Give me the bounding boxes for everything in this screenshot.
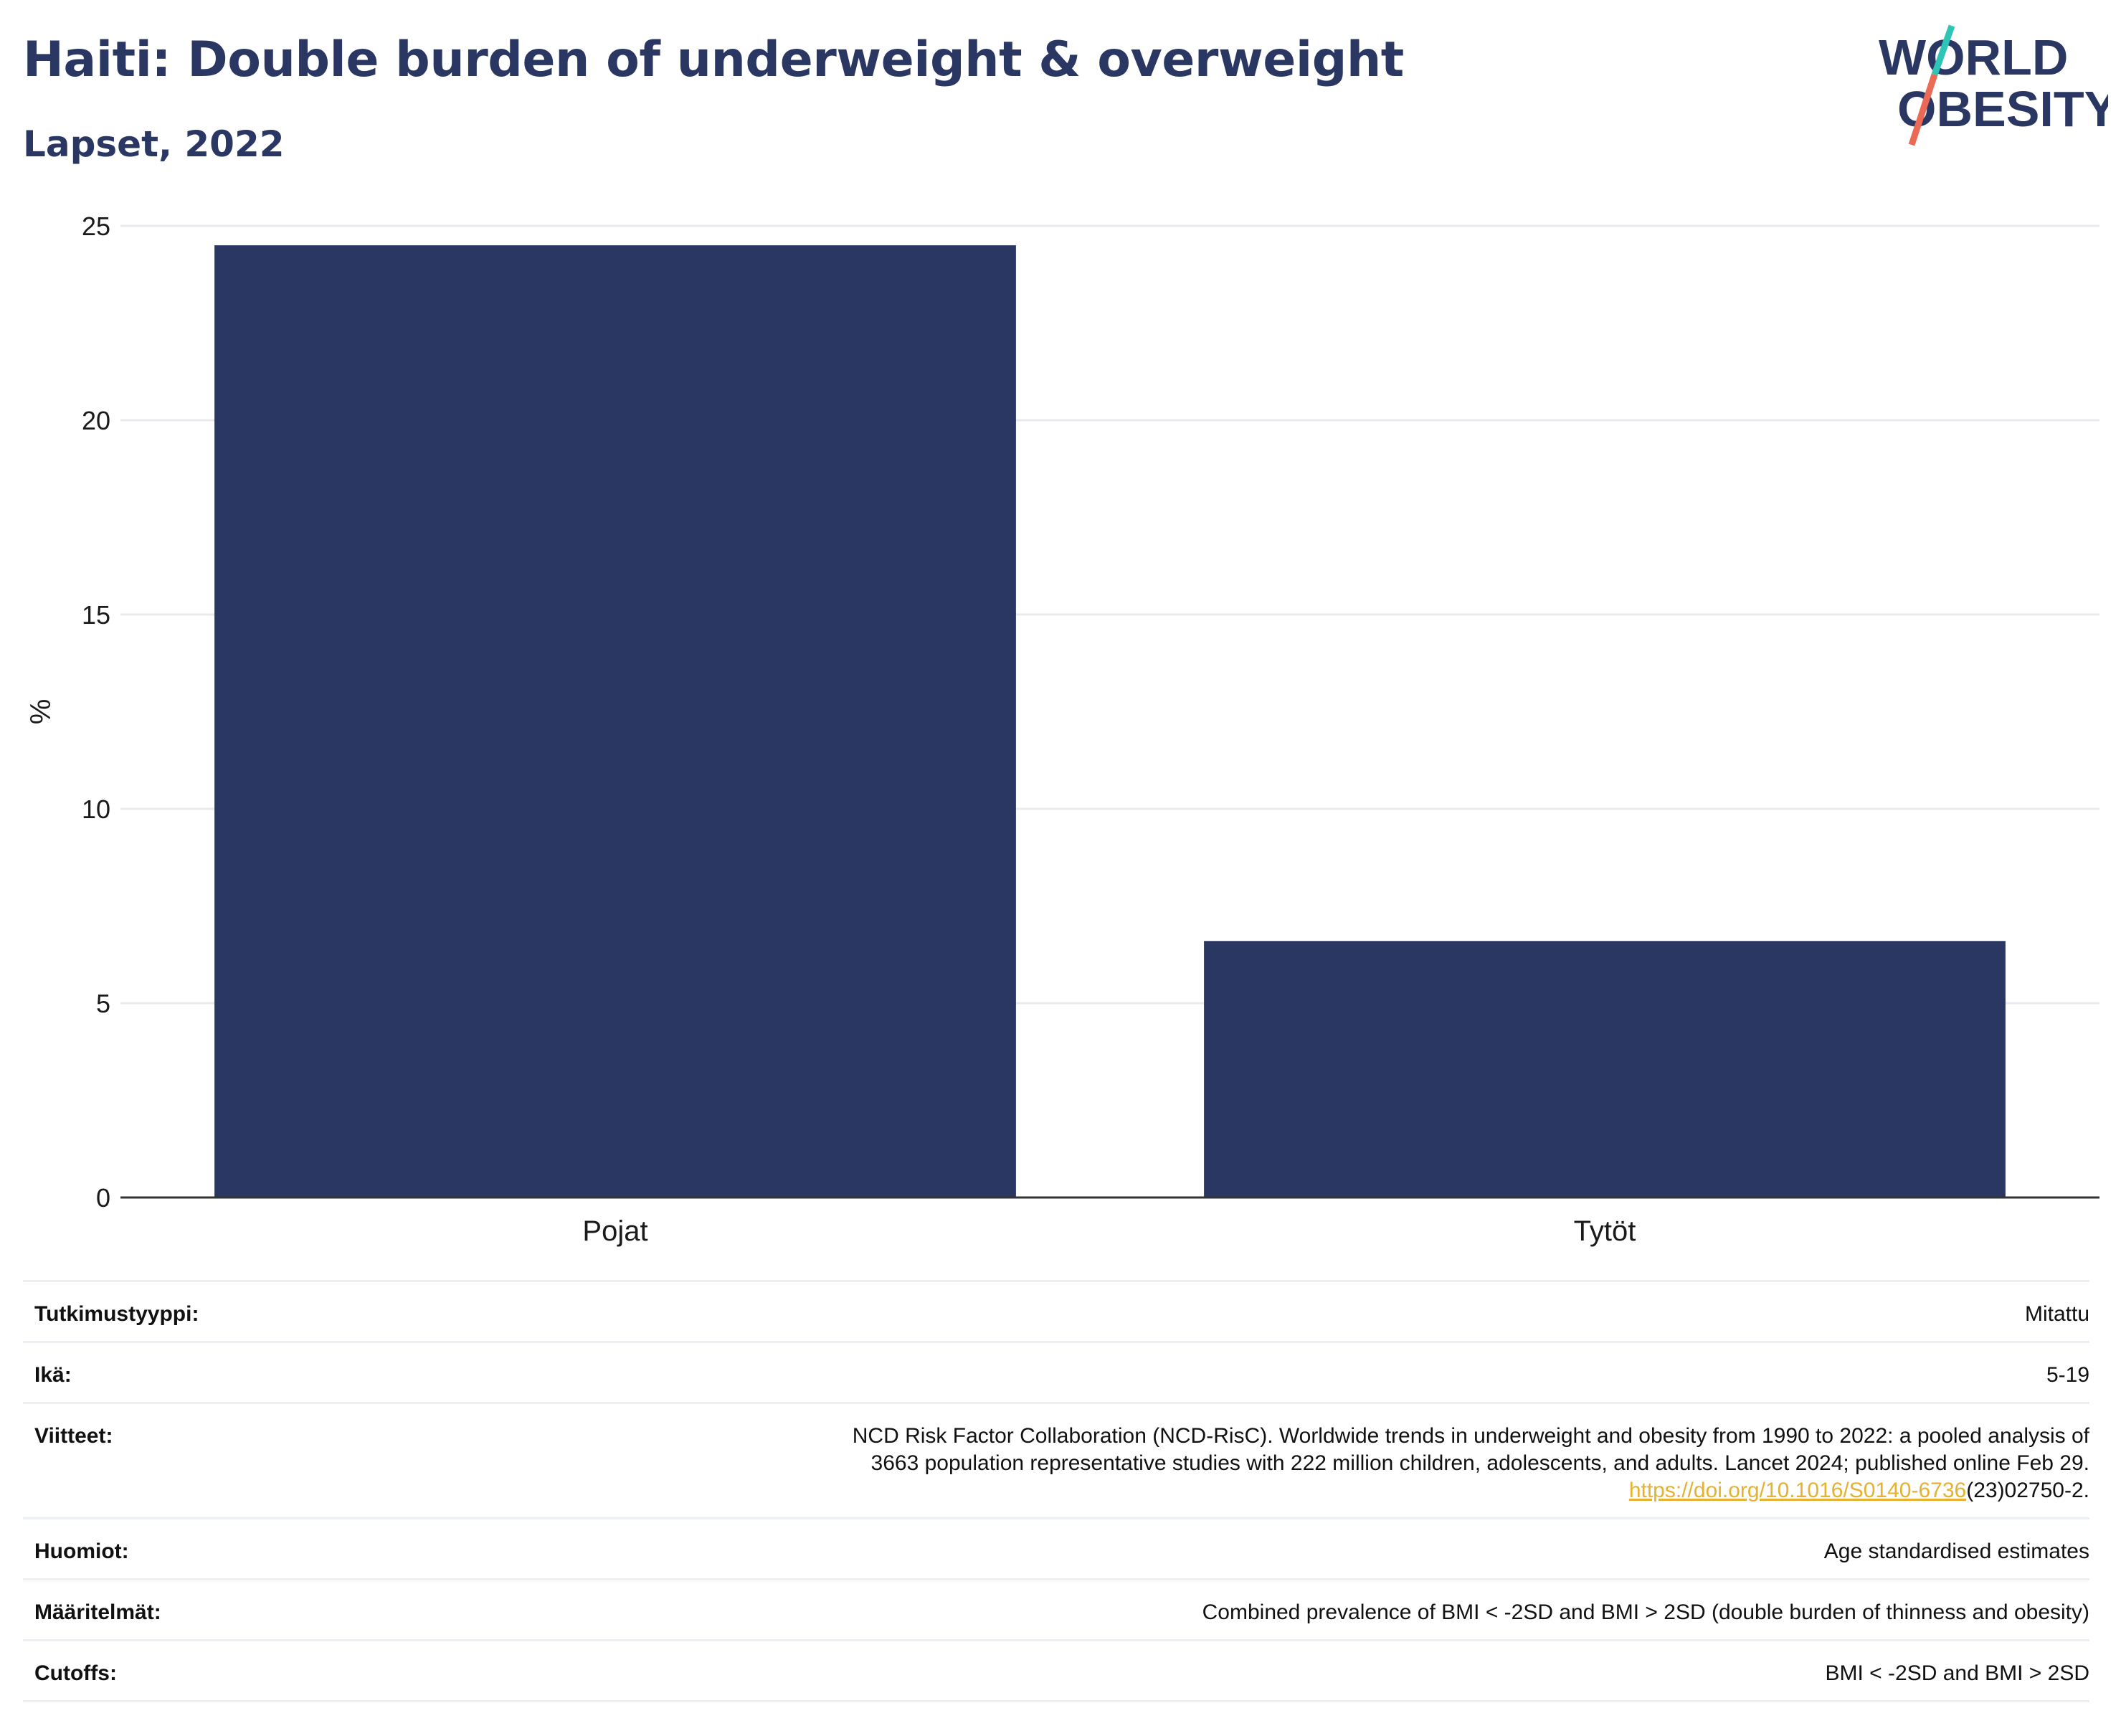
info-value: Age standardised estimates xyxy=(447,1517,2089,1580)
reference-line-3: https://doi.org/10.1016/S0140-6736(23)02… xyxy=(447,1477,2089,1504)
info-value: BMI < -2SD and BMI > 2SD xyxy=(447,1639,2089,1702)
info-row-cutoffs: Cutoffs: BMI < -2SD and BMI > 2SD xyxy=(23,1639,2089,1702)
doi-link[interactable]: https://doi.org/10.1016/S0140-6736 xyxy=(1628,1479,1967,1502)
bar-pojat xyxy=(214,245,1016,1198)
bar-tytöt xyxy=(1204,941,2006,1197)
info-key: Viitteet: xyxy=(23,1402,447,1519)
reference-line-1: NCD Risk Factor Collaboration (NCD-RisC)… xyxy=(852,1424,2089,1448)
info-row-definitions: Määritelmät: Combined prevalence of BMI … xyxy=(23,1578,2089,1641)
info-table: Tutkimustyyppi: Mitattu Ikä: 5-19 Viitte… xyxy=(23,1280,2089,1702)
chart-title: Haiti: Double burden of underweight & ov… xyxy=(23,32,1404,88)
y-tick-label: 0 xyxy=(96,1183,110,1213)
info-key: Ikä: xyxy=(23,1341,447,1404)
bar-chart: 0 5 10 15 20 25% Pojat Tytöt xyxy=(25,212,2099,1247)
info-row-references: Viitteet: NCD Risk Factor Collaboration … xyxy=(23,1402,2089,1519)
info-row-study-type: Tutkimustyyppi: Mitattu xyxy=(23,1280,2089,1343)
world-obesity-logo: WORLD OBESITY xyxy=(1879,24,2108,146)
info-key: Tutkimustyyppi: xyxy=(23,1280,447,1343)
chart-subtitle: Lapset, 2022 xyxy=(23,123,285,165)
info-key: Huomiot: xyxy=(23,1517,447,1580)
info-value: NCD Risk Factor Collaboration (NCD-RisC)… xyxy=(447,1402,2089,1519)
info-value: Mitattu xyxy=(447,1280,2089,1343)
logo-line1: WORLD xyxy=(1879,29,2068,85)
y-tick-label: 20 xyxy=(82,406,110,435)
y-tick-label: 25 xyxy=(82,212,110,241)
reference-line-2: 3663 population representative studies w… xyxy=(870,1451,2089,1475)
x-tick-label: Tytöt xyxy=(1574,1215,1636,1247)
info-key: Cutoffs: xyxy=(23,1639,447,1702)
y-tick-label: 10 xyxy=(82,795,110,824)
y-tick-label: 15 xyxy=(82,600,110,630)
y-axis-label: % xyxy=(25,699,57,725)
info-row-age: Ikä: 5-19 xyxy=(23,1341,2089,1404)
info-value: 5-19 xyxy=(447,1341,2089,1404)
info-key: Määritelmät: xyxy=(23,1578,447,1641)
logo-slash-teal xyxy=(1931,24,1955,76)
y-tick-label: 5 xyxy=(96,989,110,1018)
info-row-notes: Huomiot: Age standardised estimates xyxy=(23,1517,2089,1580)
logo-slash-coral xyxy=(1908,73,1938,146)
info-value: Combined prevalence of BMI < -2SD and BM… xyxy=(447,1578,2089,1641)
doi-suffix: (23)02750-2. xyxy=(1966,1479,2089,1502)
x-tick-label: Pojat xyxy=(582,1215,647,1247)
